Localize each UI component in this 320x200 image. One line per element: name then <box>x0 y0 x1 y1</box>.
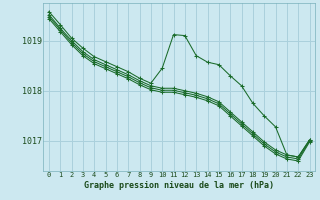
X-axis label: Graphe pression niveau de la mer (hPa): Graphe pression niveau de la mer (hPa) <box>84 181 274 190</box>
